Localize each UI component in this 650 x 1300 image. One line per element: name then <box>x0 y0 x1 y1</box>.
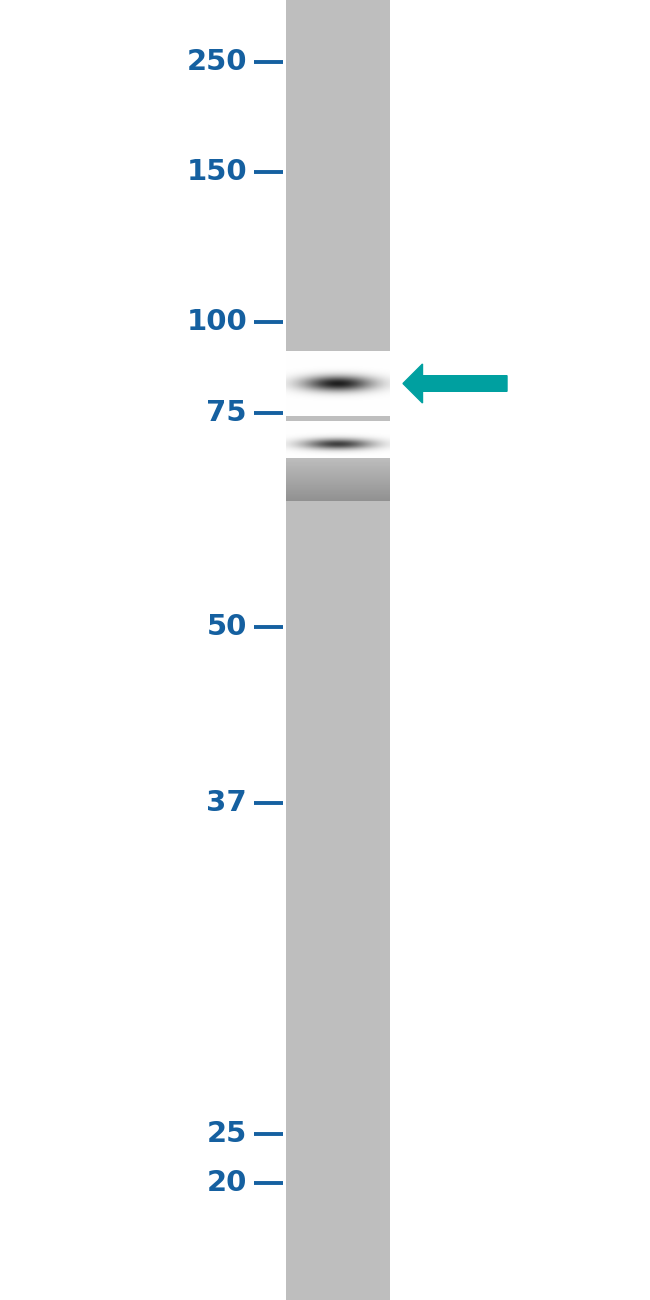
Bar <box>286 0 390 1300</box>
Text: 250: 250 <box>187 48 247 77</box>
Text: 25: 25 <box>207 1119 247 1148</box>
Text: 20: 20 <box>207 1169 247 1197</box>
Text: 50: 50 <box>207 612 247 641</box>
Text: 150: 150 <box>187 157 247 186</box>
Text: 100: 100 <box>187 308 247 337</box>
Text: 75: 75 <box>207 399 247 428</box>
FancyArrow shape <box>403 364 507 403</box>
Text: 37: 37 <box>206 789 247 818</box>
